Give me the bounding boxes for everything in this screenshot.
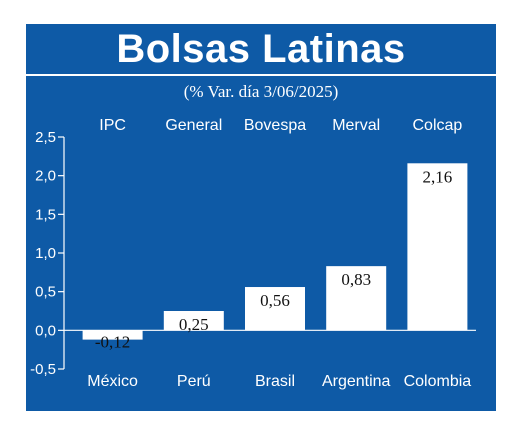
bar-perú (163, 311, 224, 331)
y-tick-label: 2,0 (35, 168, 56, 185)
index-label: General (165, 117, 222, 134)
bar-colombia (407, 163, 468, 331)
category-label: Perú (177, 373, 211, 390)
y-tick-label: 1,5 (35, 206, 56, 223)
y-tick-label: 0,0 (35, 322, 56, 339)
index-label: Bovespa (244, 117, 306, 134)
index-label: Merval (332, 117, 380, 134)
category-label: México (87, 373, 138, 390)
y-tick-label: 1,0 (35, 245, 56, 262)
y-tick-label: 2,5 (35, 129, 56, 146)
title-banner: Bolsas Latinas (26, 24, 496, 76)
value-label: 0,25 (179, 315, 209, 334)
value-label: -0,12 (95, 332, 130, 351)
value-label: 0,56 (260, 291, 290, 310)
value-label: 2,16 (423, 167, 453, 186)
index-label: IPC (99, 117, 126, 134)
chart-title: Bolsas Latinas (116, 26, 406, 71)
bar-brasil (245, 287, 305, 331)
y-tick-label: 0,5 (35, 284, 56, 301)
value-label: 0,83 (341, 270, 371, 289)
chart-subtitle: (% Var. día 3/06/2025) (183, 82, 339, 101)
category-label: Argentina (322, 373, 391, 390)
category-label: Colombia (404, 373, 472, 390)
index-label: Colcap (412, 117, 462, 134)
bar-argentina (326, 266, 387, 331)
bar-méxico (82, 330, 143, 340)
y-tick-label: -0,5 (30, 361, 56, 378)
category-label: Brasil (255, 373, 295, 390)
